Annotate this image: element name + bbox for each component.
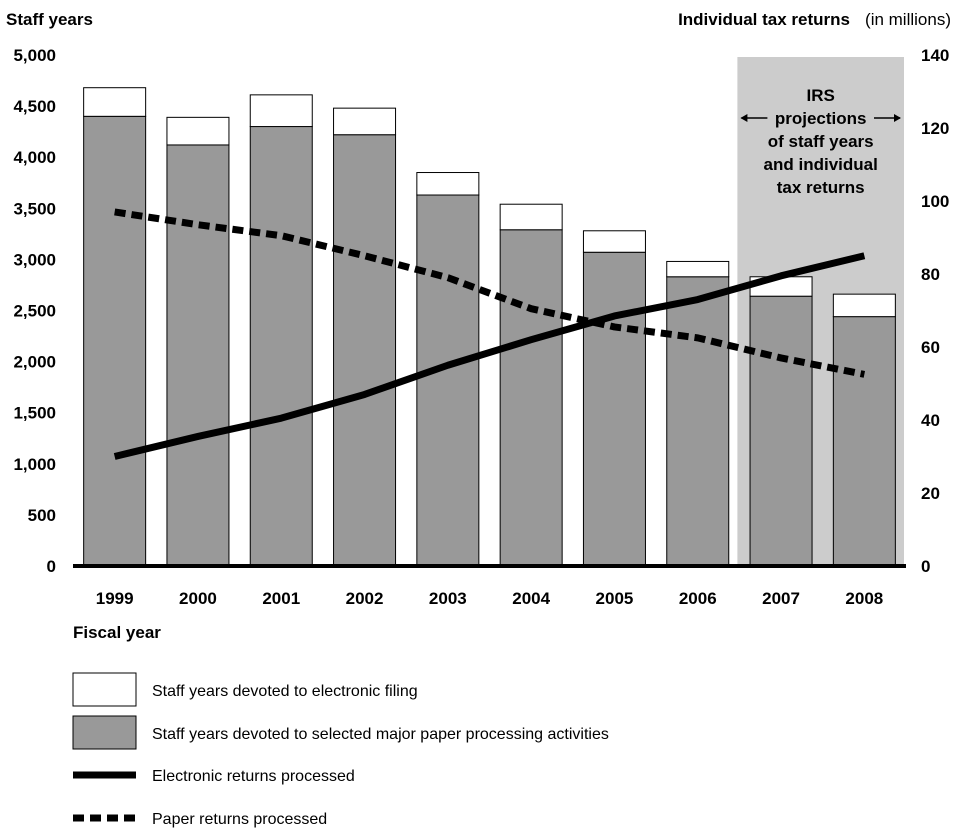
bar-paper-processing-staff [749,295,813,567]
bar-electronic-filing-staff [249,94,313,128]
left-tick-label: 4,000 [13,148,56,167]
left-axis-ticks: 5,000 4,500 4,000 3,500 3,000 2,500 2,000 1,500… [13,46,56,576]
bar-paper-processing-staff [333,134,397,567]
projection-arrowhead-left [740,114,748,122]
legend-label-paper-returns: Paper returns processed [152,811,327,828]
projection-arrowhead-right [894,114,901,122]
left-tick-label: 0 [47,557,56,576]
right-tick-label: 120 [921,119,949,138]
right-axis-title-unit: (in millions) [865,10,951,29]
left-tick-label: 500 [28,506,56,525]
legend-swatch-paper-staff [72,715,137,750]
lines [113,208,866,460]
projection-label-line: tax returns [777,178,865,197]
line-electronic-returns [113,252,866,460]
projection-label-line: IRS [807,86,835,105]
left-axis-title: Staff years [6,10,93,29]
bar-electronic-filing-staff [666,260,730,278]
bar-paper-processing-staff [249,126,313,567]
x-tick-label: 1999 [96,589,134,608]
left-tick-label: 3,000 [13,250,56,269]
x-axis-title: Fiscal year [73,623,161,642]
right-tick-label: 140 [921,46,949,65]
right-tick-label: 80 [921,265,940,284]
line-paper-returns [114,208,866,378]
right-tick-label: 40 [921,411,940,430]
bar-electronic-filing-staff [832,293,896,318]
x-tick-label: 2003 [429,589,467,608]
x-tick-label: 2007 [762,589,800,608]
legend-label-electronic-staff: Staff years devoted to electronic filing [152,683,418,700]
x-tick-label: 2002 [346,589,384,608]
left-tick-label: 2,500 [13,302,56,321]
left-tick-label: 1,500 [13,404,56,423]
right-axis-title: Individual tax returns [678,10,850,29]
legend: Staff years devoted to electronic filing… [72,672,609,828]
bar-paper-processing-staff [416,194,480,567]
bar-paper-processing-staff [666,276,730,567]
projection-label-line: of staff years [768,132,874,151]
projection-label-line: projections [775,109,867,128]
left-tick-label: 4,500 [13,97,56,116]
left-tick-label: 1,000 [13,455,56,474]
legend-swatch-electronic-staff [72,672,137,707]
right-axis-ticks: 140 120 100 80 60 40 20 0 [921,46,949,576]
bar-paper-processing-staff [166,144,230,567]
bar-electronic-filing-staff [499,203,563,231]
legend-label-paper-staff: Staff years devoted to selected major pa… [152,726,609,743]
bar-paper-processing-staff [499,229,563,567]
right-tick-label: 100 [921,192,949,211]
x-tick-label: 2000 [179,589,217,608]
bars [83,87,896,567]
left-tick-label: 2,000 [13,353,56,372]
x-tick-label: 2006 [679,589,717,608]
bar-paper-processing-staff [582,251,646,567]
x-tick-label: 2008 [845,589,883,608]
x-tick-label: 2005 [596,589,634,608]
x-tick-label: 2001 [262,589,300,608]
right-tick-label: 20 [921,484,940,503]
left-tick-label: 5,000 [13,46,56,65]
bar-electronic-filing-staff [416,172,480,196]
x-axis-ticks: 1999 2000 2001 2002 2003 2004 2005 2006 2007 2008 [96,589,884,608]
legend-label-electronic-returns: Electronic returns processed [152,768,355,785]
right-tick-label: 60 [921,338,940,357]
right-tick-label: 0 [921,557,930,576]
x-tick-label: 2004 [512,589,550,608]
bar-electronic-filing-staff [582,230,646,253]
bar-electronic-filing-staff [333,107,397,136]
bar-paper-processing-staff [83,115,147,567]
bar-electronic-filing-staff [83,87,147,117]
bar-paper-processing-staff [832,316,896,567]
left-tick-label: 3,500 [13,199,56,218]
projection-label-line: and individual [764,155,878,174]
bar-electronic-filing-staff [166,116,230,146]
